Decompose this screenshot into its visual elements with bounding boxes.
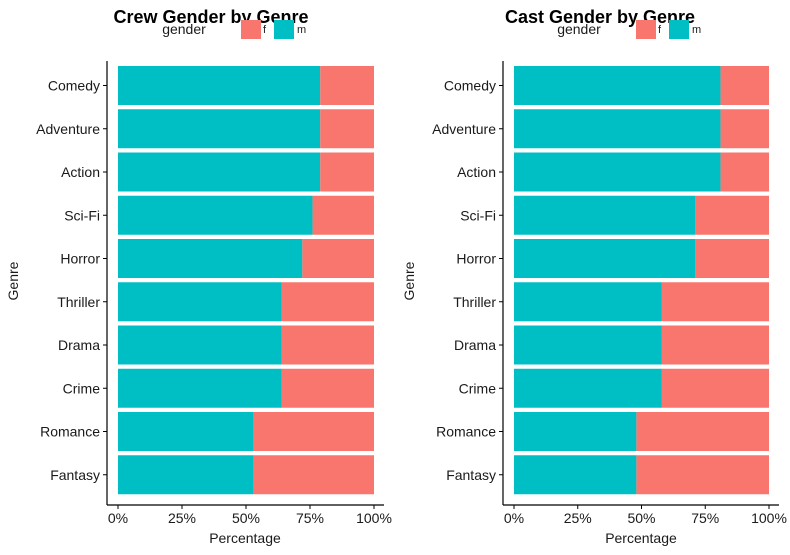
cast-ytick-label: Thriller	[453, 294, 496, 310]
crew-xtick-label: 50%	[232, 510, 260, 526]
crew-bar-f-action	[320, 152, 374, 192]
crew-bar-f-horror	[302, 239, 374, 278]
crew-y-axis-label: Genre	[5, 261, 21, 300]
crew-ytick-label: Action	[61, 164, 100, 180]
cast-bar-f-comedy	[720, 66, 769, 105]
cast-bar-f-adventure	[720, 109, 769, 149]
crew-xtick-label: 0%	[108, 510, 128, 526]
cast-ytick-label: Comedy	[444, 78, 496, 94]
cast-bar-m-romance	[514, 412, 637, 451]
crew-legend-title: gender	[162, 21, 206, 37]
crew-bar-m-sci-fi	[118, 195, 313, 235]
cast-ytick-label: Crime	[459, 380, 497, 396]
cast-legend-swatch-f	[636, 20, 656, 39]
cast-bar-f-sci-fi	[695, 195, 769, 235]
cast-legend-label-m: m	[692, 24, 701, 36]
cast-xtick-label: 50%	[627, 510, 655, 526]
crew-legend-label-m: m	[297, 24, 306, 36]
crew-bar-f-romance	[253, 412, 374, 451]
cast-bar-m-comedy	[514, 66, 721, 105]
cast-legend-swatch-m	[669, 20, 689, 39]
crew-bar-m-crime	[118, 368, 282, 408]
cast-bar-f-horror	[695, 239, 769, 278]
cast-ytick-label: Sci-Fi	[460, 207, 496, 223]
cast-legend-title: gender	[557, 21, 601, 37]
crew-bar-f-crime	[281, 368, 374, 408]
crew-ytick-label: Thriller	[57, 294, 100, 310]
crew-ytick-label: Crime	[63, 380, 101, 396]
cast-bar-m-adventure	[514, 109, 721, 149]
crew-xtick-label: 75%	[296, 510, 324, 526]
crew-bar-m-comedy	[118, 66, 321, 105]
cast-bar-m-sci-fi	[514, 195, 696, 235]
crew-ytick-label: Horror	[60, 251, 100, 267]
crew-ytick-label: Fantasy	[50, 467, 100, 483]
crew-bar-m-thriller	[118, 282, 282, 322]
cast-xtick-label: 75%	[691, 510, 719, 526]
crew-legend-label-f: f	[263, 24, 267, 36]
crew-bar-m-romance	[118, 412, 254, 451]
cast-y-axis-label: Genre	[401, 261, 417, 300]
crew-ytick-label: Romance	[40, 424, 100, 440]
cast-ytick-label: Action	[457, 164, 496, 180]
crew-bar-m-adventure	[118, 109, 321, 149]
crew-legend-swatch-f	[241, 20, 261, 39]
cast-ytick-label: Drama	[454, 337, 496, 353]
cast-bar-f-thriller	[661, 282, 769, 322]
cast-bar-f-fantasy	[636, 455, 769, 495]
cast-bar-m-fantasy	[514, 455, 637, 495]
crew-bar-m-action	[118, 152, 321, 192]
cast-bar-m-action	[514, 152, 721, 192]
crew-xtick-label: 100%	[356, 510, 392, 526]
crew-bar-f-thriller	[281, 282, 374, 322]
crew-bar-f-sci-fi	[312, 195, 374, 235]
crew-ytick-label: Adventure	[36, 121, 100, 137]
crew-bar-f-comedy	[320, 66, 374, 105]
cast-bar-m-crime	[514, 368, 662, 408]
cast-bar-m-drama	[514, 325, 662, 365]
crew-ytick-label: Comedy	[48, 78, 100, 94]
cast-xtick-label: 100%	[751, 510, 787, 526]
cast-x-axis-label: Percentage	[605, 530, 677, 546]
cast-xtick-label: 25%	[564, 510, 592, 526]
cast-ytick-label: Adventure	[432, 121, 496, 137]
cast-ytick-label: Fantasy	[446, 467, 496, 483]
cast-xtick-label: 0%	[504, 510, 524, 526]
crew-ytick-label: Drama	[58, 337, 100, 353]
cast-bar-f-romance	[636, 412, 769, 451]
cast-bar-m-thriller	[514, 282, 662, 322]
crew-bar-f-adventure	[320, 109, 374, 149]
cast-ytick-label: Horror	[456, 251, 496, 267]
cast-legend-label-f: f	[658, 24, 662, 36]
crew-ytick-label: Sci-Fi	[64, 207, 100, 223]
crew-x-axis-label: Percentage	[209, 530, 281, 546]
cast-bar-m-horror	[514, 239, 696, 278]
crew-bar-m-drama	[118, 325, 282, 365]
cast-ytick-label: Romance	[436, 424, 496, 440]
crew-bar-m-horror	[118, 239, 303, 278]
crew-bar-f-drama	[281, 325, 374, 365]
crew-bar-f-fantasy	[253, 455, 374, 495]
crew-bar-m-fantasy	[118, 455, 254, 495]
crew-xtick-label: 25%	[168, 510, 196, 526]
cast-bar-f-drama	[661, 325, 769, 365]
cast-bar-f-crime	[661, 368, 769, 408]
crew-legend-swatch-m	[274, 20, 294, 39]
cast-bar-f-action	[720, 152, 769, 192]
